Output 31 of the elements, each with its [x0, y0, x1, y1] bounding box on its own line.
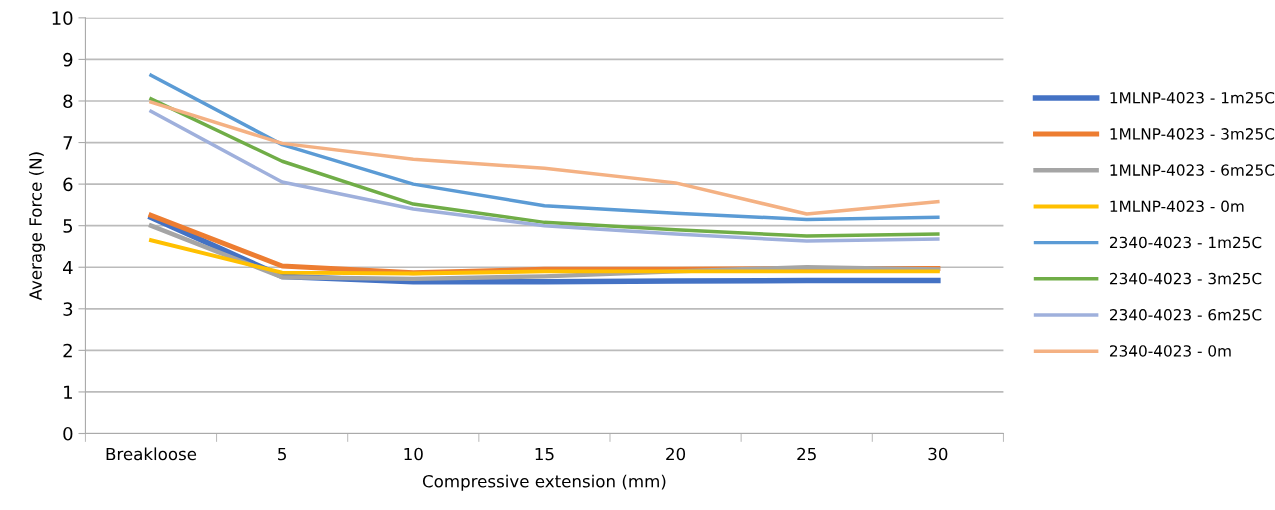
y-tick-label: 5	[63, 219, 73, 233]
x-axis-title: Compressive extension (mm)	[422, 474, 666, 491]
x-tick-label: 20	[666, 447, 686, 461]
y-tick-label: 2	[63, 343, 72, 358]
x-tick-label: 30	[928, 447, 948, 461]
y-tick-label: 10	[52, 11, 73, 25]
line-series	[149, 73, 940, 222]
legend-label: 1MLNP-4023 - 0m	[1110, 200, 1244, 213]
line-series	[149, 238, 940, 276]
line-series	[149, 100, 940, 216]
y-tick-label: 9	[63, 52, 73, 67]
x-tick-label: 15	[535, 447, 554, 461]
y-tick-label: 7	[63, 136, 73, 150]
x-tick-label: 25	[797, 447, 816, 461]
legend-label: 1MLNP-4023 - 3m25C	[1110, 128, 1275, 140]
y-tick-label: 0	[63, 426, 73, 441]
y-tick-label: 8	[63, 94, 73, 109]
y-tick-label: 3	[63, 302, 73, 316]
y-axis-title: Average Force (N)	[28, 152, 46, 301]
legend-label: 1MLNP-4023 - 6m25C	[1110, 164, 1275, 176]
legend-label: 2340-4023 - 6m25C	[1109, 308, 1262, 321]
legend-label: 2340-4023 - 3m25C	[1109, 272, 1262, 285]
y-tick-label: 4	[63, 260, 73, 275]
legend-label: 2340-4023 - 0m	[1109, 345, 1231, 357]
x-tick-label: 10	[404, 447, 423, 461]
x-tick-label: Breakloose	[106, 447, 197, 461]
y-tick-label: 1	[64, 385, 72, 399]
x-tick-label: 5	[278, 447, 286, 461]
legend-label: 1MLNP-4023 - 1m25C	[1110, 91, 1275, 104]
legend-label: 2340-4023 - 1m25C	[1109, 236, 1262, 249]
y-tick-label: 6	[63, 177, 73, 192]
